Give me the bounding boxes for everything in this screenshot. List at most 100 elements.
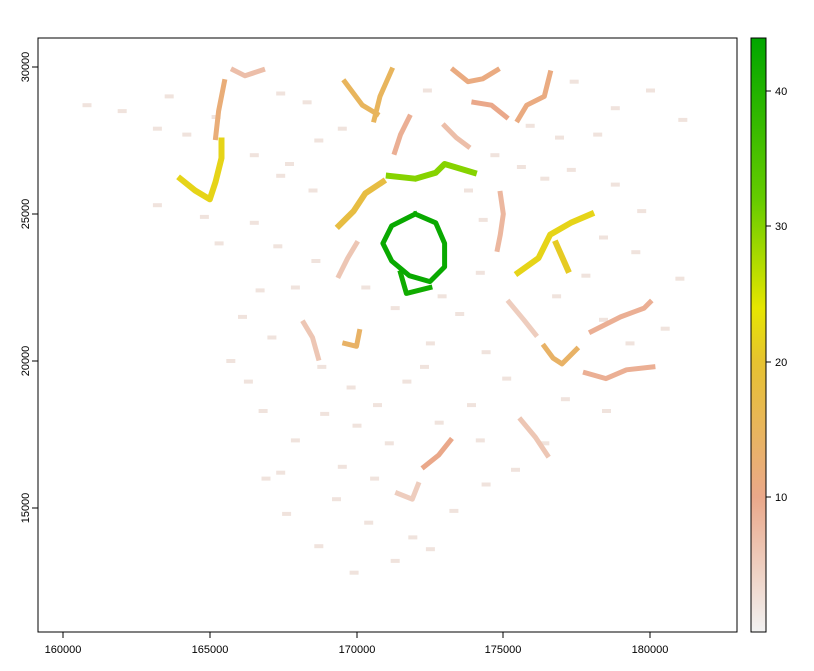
- raster-speck: [337, 464, 347, 469]
- x-axis: 160000 165000 170000 175000 180000: [45, 631, 669, 656]
- raster-speck: [152, 203, 162, 208]
- raster-speck: [164, 94, 174, 99]
- raster-speck: [660, 326, 670, 331]
- raster-speck: [364, 520, 374, 525]
- raster-channel: [449, 66, 501, 85]
- raster-speck: [467, 403, 476, 408]
- raster-speck: [631, 250, 641, 255]
- raster-speck: [552, 294, 562, 299]
- raster-channel: [385, 161, 478, 182]
- raster-speck: [490, 153, 500, 158]
- raster-speck: [320, 411, 330, 416]
- raster-speck: [314, 138, 324, 143]
- x-tick-label: 175000: [485, 644, 522, 656]
- raster-speck: [352, 423, 362, 428]
- raster-speck: [502, 376, 512, 381]
- raster-speck: [370, 476, 380, 481]
- raster-speck: [276, 91, 286, 96]
- colorbar-gradient: [750, 37, 767, 633]
- raster-speck: [593, 132, 603, 137]
- raster-speck: [346, 385, 356, 390]
- raster-speck: [255, 288, 265, 293]
- raster-speck: [610, 182, 620, 187]
- colorbar-tick-label: 20: [775, 357, 787, 369]
- raster-channel: [334, 177, 388, 231]
- raster-speck: [581, 273, 591, 278]
- raster-speck: [610, 106, 620, 111]
- raster-channel: [587, 298, 654, 335]
- raster-speck: [422, 88, 432, 93]
- raster-speck: [332, 497, 341, 502]
- y-axis: 15000 20000 25000 30000: [20, 52, 39, 524]
- raster-speck: [317, 364, 327, 369]
- raster-speck: [675, 276, 685, 281]
- raster-channel: [494, 190, 506, 253]
- raster-speck: [425, 547, 435, 552]
- raster-speck: [276, 173, 286, 178]
- raster-channel: [341, 328, 363, 349]
- raster-speck: [625, 341, 635, 346]
- raster-speck: [152, 126, 162, 131]
- raster-speck: [408, 535, 418, 540]
- raster-speck: [308, 188, 318, 193]
- colorbar-legend: 10 20 30 40: [750, 37, 787, 633]
- raster-channel: [380, 210, 448, 285]
- raster-speck: [540, 176, 550, 181]
- raster-speck: [540, 441, 550, 446]
- raster-channel: [517, 416, 551, 459]
- x-tick-label: 170000: [339, 644, 376, 656]
- raster-speck: [249, 220, 259, 225]
- raster-speck: [290, 285, 300, 290]
- raster-speck: [238, 314, 247, 319]
- raster-channel: [552, 239, 572, 274]
- raster-speck: [599, 235, 608, 240]
- raster-speck: [337, 126, 347, 131]
- raster-speck: [425, 341, 435, 346]
- raster-speck: [314, 544, 324, 549]
- raster-speck: [182, 132, 192, 137]
- raster-channel: [229, 66, 266, 79]
- raster-speck: [282, 511, 292, 516]
- raster-layer: [82, 66, 688, 575]
- raster-speck: [437, 294, 447, 299]
- y-tick-label: 15000: [20, 493, 32, 524]
- raster-speck: [267, 335, 277, 340]
- raster-speck: [226, 359, 236, 363]
- raster-speck: [302, 100, 312, 105]
- raster-speck: [390, 558, 400, 563]
- raster-speck: [82, 103, 92, 108]
- raster-speck: [117, 109, 127, 114]
- raster-channel: [514, 69, 554, 124]
- raster-speck: [258, 409, 268, 413]
- raster-speck: [678, 117, 688, 122]
- y-tick-label: 20000: [20, 346, 32, 377]
- raster-speck: [349, 570, 359, 575]
- raster-speck: [569, 79, 579, 84]
- raster-channel: [394, 481, 422, 502]
- raster-speck: [455, 312, 465, 316]
- raster-speck: [599, 317, 608, 322]
- x-tick-label: 160000: [45, 644, 82, 656]
- raster-speck: [420, 364, 429, 369]
- raster-channel: [371, 66, 395, 123]
- raster-speck: [646, 88, 655, 93]
- raster-channel: [176, 137, 225, 203]
- raster-channel: [582, 364, 656, 382]
- x-tick-label: 180000: [632, 644, 669, 656]
- raster-channel: [341, 78, 381, 118]
- raster-speck: [481, 350, 491, 355]
- raster-speck: [199, 214, 209, 219]
- raster-channel: [471, 99, 510, 121]
- raster-channel: [420, 436, 454, 471]
- raster-speck: [475, 438, 485, 443]
- raster-speck: [261, 476, 271, 481]
- raster-speck: [214, 241, 224, 246]
- raster-speck: [434, 420, 444, 425]
- raster-speck: [566, 167, 576, 172]
- raster-speck: [361, 285, 371, 290]
- raster-speck: [560, 397, 570, 402]
- raster-speck: [384, 441, 394, 446]
- colorbar-tick-label: 30: [775, 221, 787, 233]
- raster-speck: [290, 438, 300, 443]
- raster-speck: [373, 403, 382, 408]
